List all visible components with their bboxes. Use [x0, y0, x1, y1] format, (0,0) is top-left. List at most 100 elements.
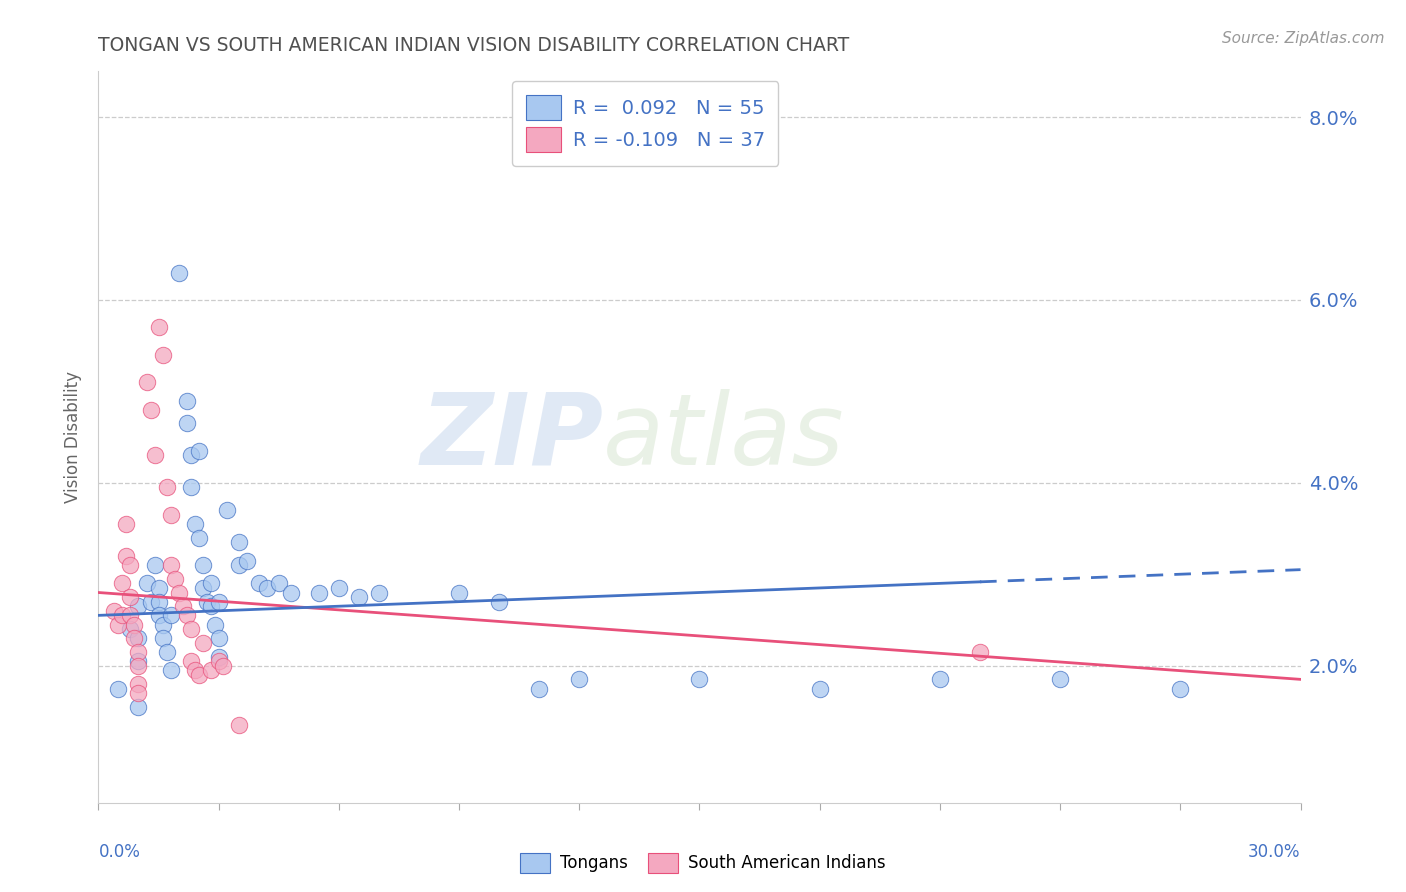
Point — [176, 393, 198, 408]
Point — [180, 622, 202, 636]
Point — [183, 663, 205, 677]
Point — [176, 608, 198, 623]
Point — [128, 645, 150, 659]
Point — [211, 658, 233, 673]
Point — [180, 449, 202, 463]
Point — [167, 266, 190, 280]
Point — [139, 594, 162, 608]
Point — [128, 632, 150, 646]
Point — [208, 654, 231, 668]
Point — [228, 535, 250, 549]
Point — [180, 480, 202, 494]
Point — [148, 608, 170, 623]
Point — [120, 590, 142, 604]
Point — [368, 585, 391, 599]
Point — [120, 608, 142, 623]
Point — [1049, 673, 1071, 687]
Point — [148, 581, 170, 595]
Point — [529, 681, 551, 696]
Point — [135, 376, 157, 390]
Point — [280, 585, 302, 599]
Point — [155, 480, 177, 494]
Point — [267, 576, 290, 591]
Point — [120, 622, 142, 636]
Point — [159, 663, 181, 677]
Point — [152, 632, 174, 646]
Point — [152, 617, 174, 632]
Point — [159, 508, 181, 522]
Point — [808, 681, 831, 696]
Point — [191, 636, 214, 650]
Text: Source: ZipAtlas.com: Source: ZipAtlas.com — [1222, 31, 1385, 46]
Text: 30.0%: 30.0% — [1249, 843, 1301, 861]
Point — [176, 417, 198, 431]
Point — [115, 516, 138, 531]
Point — [120, 558, 142, 573]
Point — [143, 449, 166, 463]
Point — [163, 572, 186, 586]
Point — [128, 658, 150, 673]
Point — [215, 503, 238, 517]
Point — [256, 581, 278, 595]
Point — [488, 594, 510, 608]
Point — [568, 673, 591, 687]
Point — [689, 673, 711, 687]
Point — [103, 604, 125, 618]
Point — [180, 654, 202, 668]
Point — [183, 516, 205, 531]
Text: atlas: atlas — [603, 389, 845, 485]
Point — [235, 553, 257, 567]
Point — [969, 645, 991, 659]
Legend: R =  0.092   N = 55, R = -0.109   N = 37: R = 0.092 N = 55, R = -0.109 N = 37 — [512, 81, 779, 166]
Point — [200, 599, 222, 614]
Legend: Tongans, South American Indians: Tongans, South American Indians — [513, 847, 893, 880]
Point — [447, 585, 470, 599]
Point — [128, 677, 150, 691]
Point — [107, 681, 129, 696]
Point — [135, 576, 157, 591]
Point — [328, 581, 350, 595]
Point — [247, 576, 270, 591]
Point — [208, 632, 231, 646]
Point — [155, 645, 177, 659]
Point — [148, 594, 170, 608]
Point — [152, 348, 174, 362]
Point — [128, 654, 150, 668]
Point — [1170, 681, 1192, 696]
Point — [172, 599, 194, 614]
Point — [107, 617, 129, 632]
Point — [200, 663, 222, 677]
Y-axis label: Vision Disability: Vision Disability — [65, 371, 83, 503]
Point — [128, 686, 150, 700]
Point — [148, 320, 170, 334]
Point — [308, 585, 330, 599]
Point — [195, 594, 218, 608]
Point — [200, 576, 222, 591]
Point — [124, 617, 146, 632]
Point — [159, 558, 181, 573]
Point — [159, 608, 181, 623]
Point — [187, 667, 209, 681]
Point — [187, 531, 209, 545]
Text: TONGAN VS SOUTH AMERICAN INDIAN VISION DISABILITY CORRELATION CHART: TONGAN VS SOUTH AMERICAN INDIAN VISION D… — [98, 36, 849, 54]
Point — [143, 558, 166, 573]
Point — [139, 402, 162, 417]
Point — [208, 594, 231, 608]
Point — [228, 558, 250, 573]
Point — [208, 649, 231, 664]
Text: ZIP: ZIP — [420, 389, 603, 485]
Point — [228, 718, 250, 732]
Point — [111, 576, 134, 591]
Point — [191, 581, 214, 595]
Text: 0.0%: 0.0% — [98, 843, 141, 861]
Point — [115, 549, 138, 563]
Point — [124, 632, 146, 646]
Point — [187, 443, 209, 458]
Point — [111, 608, 134, 623]
Point — [191, 558, 214, 573]
Point — [128, 599, 150, 614]
Point — [128, 699, 150, 714]
Point — [929, 673, 952, 687]
Point — [167, 585, 190, 599]
Point — [204, 617, 226, 632]
